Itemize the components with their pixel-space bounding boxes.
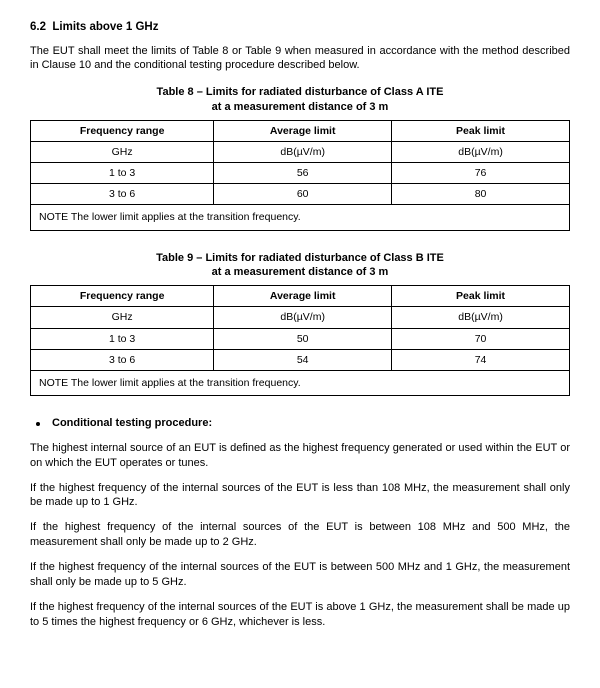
cell: 56 bbox=[214, 163, 392, 184]
cell: 3 to 6 bbox=[31, 184, 214, 205]
conditional-para: If the highest frequency of the internal… bbox=[30, 560, 570, 590]
cell: 70 bbox=[392, 328, 570, 349]
table9-caption-line2: at a measurement distance of 3 m bbox=[212, 266, 389, 278]
conditional-heading: Conditional testing procedure: bbox=[52, 416, 212, 431]
table8-u-avg: dB(µV/m) bbox=[214, 141, 392, 162]
cell: 1 to 3 bbox=[31, 328, 214, 349]
table-unit-row: GHz dB(µV/m) dB(µV/m) bbox=[31, 141, 570, 162]
table8-caption: Table 8 – Limits for radiated disturbanc… bbox=[30, 85, 570, 114]
cell: 3 to 6 bbox=[31, 349, 214, 370]
table8-h-peak: Peak limit bbox=[392, 120, 570, 141]
table8: Frequency range Average limit Peak limit… bbox=[30, 120, 570, 231]
table9-u-peak: dB(µV/m) bbox=[392, 307, 570, 328]
cell: 60 bbox=[214, 184, 392, 205]
conditional-para: The highest internal source of an EUT is… bbox=[30, 441, 570, 471]
cell: 50 bbox=[214, 328, 392, 349]
intro-paragraph: The EUT shall meet the limits of Table 8… bbox=[30, 44, 570, 74]
table9-h-freq: Frequency range bbox=[31, 286, 214, 307]
table-row: 1 to 3 56 76 bbox=[31, 163, 570, 184]
table8-note: NOTE The lower limit applies at the tran… bbox=[31, 205, 570, 230]
table-row: 1 to 3 50 70 bbox=[31, 328, 570, 349]
conditional-para: If the highest frequency of the internal… bbox=[30, 481, 570, 511]
table8-caption-line1: Table 8 – Limits for radiated disturbanc… bbox=[157, 86, 444, 98]
table9-h-peak: Peak limit bbox=[392, 286, 570, 307]
table9: Frequency range Average limit Peak limit… bbox=[30, 285, 570, 396]
table8-u-peak: dB(µV/m) bbox=[392, 141, 570, 162]
cell: 74 bbox=[392, 349, 570, 370]
table-note-row: NOTE The lower limit applies at the tran… bbox=[31, 370, 570, 395]
table-row: 3 to 6 60 80 bbox=[31, 184, 570, 205]
bullet-icon bbox=[36, 422, 40, 426]
table9-note: NOTE The lower limit applies at the tran… bbox=[31, 370, 570, 395]
cell: 80 bbox=[392, 184, 570, 205]
conditional-para: If the highest frequency of the internal… bbox=[30, 520, 570, 550]
section-heading: 6.2 Limits above 1 GHz bbox=[30, 20, 570, 36]
section-title: Limits above 1 GHz bbox=[52, 21, 158, 33]
cell: 1 to 3 bbox=[31, 163, 214, 184]
table-header-row: Frequency range Average limit Peak limit bbox=[31, 286, 570, 307]
table8-h-avg: Average limit bbox=[214, 120, 392, 141]
table-header-row: Frequency range Average limit Peak limit bbox=[31, 120, 570, 141]
cell: 54 bbox=[214, 349, 392, 370]
table9-h-avg: Average limit bbox=[214, 286, 392, 307]
table-row: 3 to 6 54 74 bbox=[31, 349, 570, 370]
section-number: 6.2 bbox=[30, 21, 46, 33]
table-note-row: NOTE The lower limit applies at the tran… bbox=[31, 205, 570, 230]
table9-u-freq: GHz bbox=[31, 307, 214, 328]
table8-u-freq: GHz bbox=[31, 141, 214, 162]
conditional-para: If the highest frequency of the internal… bbox=[30, 600, 570, 630]
conditional-heading-row: Conditional testing procedure: bbox=[30, 416, 570, 431]
table9-caption: Table 9 – Limits for radiated disturbanc… bbox=[30, 251, 570, 280]
table8-caption-line2: at a measurement distance of 3 m bbox=[212, 101, 389, 113]
table9-u-avg: dB(µV/m) bbox=[214, 307, 392, 328]
cell: 76 bbox=[392, 163, 570, 184]
table9-caption-line1: Table 9 – Limits for radiated disturbanc… bbox=[156, 252, 444, 264]
table8-h-freq: Frequency range bbox=[31, 120, 214, 141]
table-unit-row: GHz dB(µV/m) dB(µV/m) bbox=[31, 307, 570, 328]
